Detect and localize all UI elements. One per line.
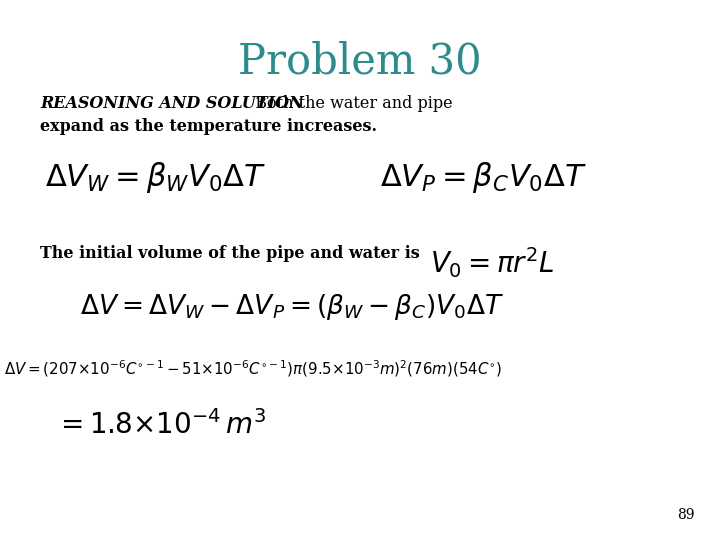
- Text: Problem 30: Problem 30: [238, 40, 482, 82]
- Text: Both the water and pipe: Both the water and pipe: [40, 95, 453, 112]
- Text: 89: 89: [678, 508, 695, 522]
- Text: $\Delta V_W = \beta_W V_0 \Delta T$: $\Delta V_W = \beta_W V_0 \Delta T$: [45, 160, 266, 195]
- Text: $\Delta V_P = \beta_C V_0 \Delta T$: $\Delta V_P = \beta_C V_0 \Delta T$: [380, 160, 587, 195]
- Text: $= 1.8{\times}10^{-4}\,m^3$: $= 1.8{\times}10^{-4}\,m^3$: [55, 410, 266, 440]
- Text: REASONING AND SOLUTION: REASONING AND SOLUTION: [40, 95, 304, 112]
- Text: $V_0 = \pi r^2 L$: $V_0 = \pi r^2 L$: [430, 245, 554, 280]
- Text: expand as the temperature increases.: expand as the temperature increases.: [40, 118, 377, 135]
- Text: $\Delta V = (207{\times}10^{-6}C^{\circ -1} - 51{\times}10^{-6}C^{\circ -1})\pi(: $\Delta V = (207{\times}10^{-6}C^{\circ …: [4, 358, 503, 379]
- Text: $\Delta V = \Delta V_W - \Delta V_P = (\beta_W - \beta_C)V_0 \Delta T$: $\Delta V = \Delta V_W - \Delta V_P = (\…: [80, 292, 504, 322]
- Text: The initial volume of the pipe and water is: The initial volume of the pipe and water…: [40, 245, 420, 262]
